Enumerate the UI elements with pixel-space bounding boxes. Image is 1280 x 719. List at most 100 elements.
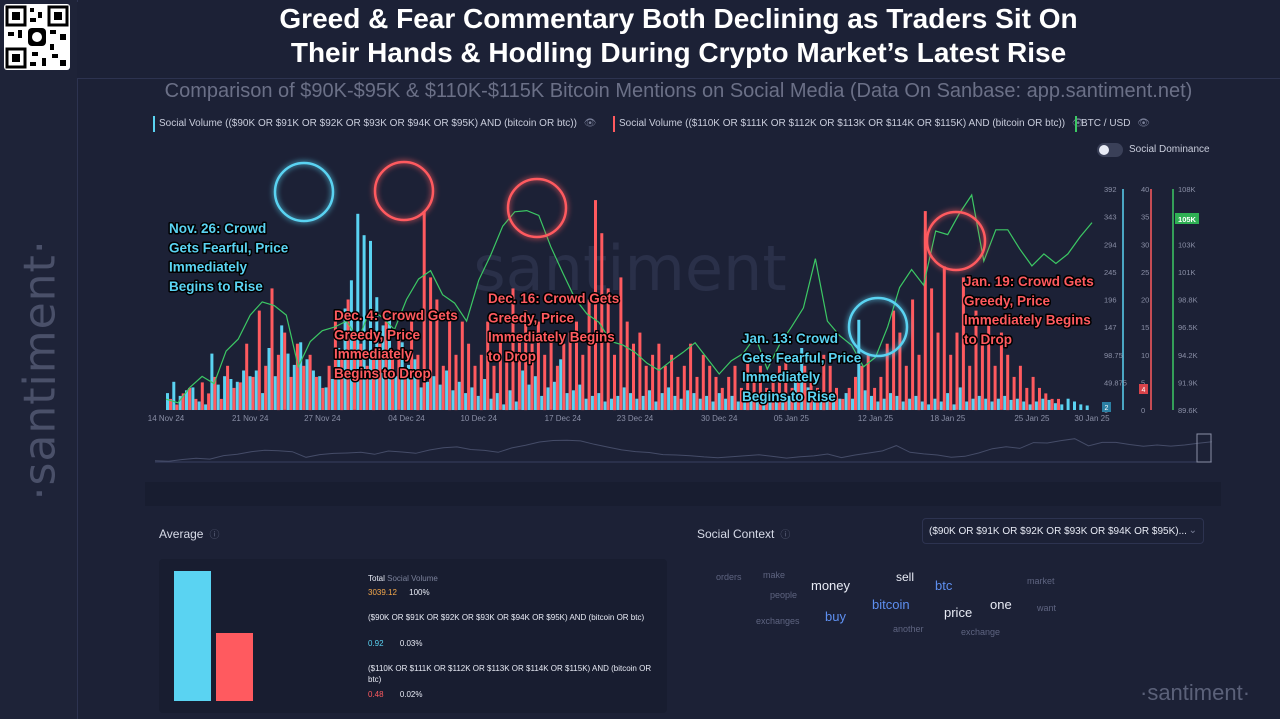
red-bar [295, 343, 299, 410]
axis-blue-current: 2 [1105, 405, 1109, 412]
red-bar [486, 321, 490, 410]
blue-bar [337, 348, 341, 410]
word-cloud-word[interactable]: want [1037, 603, 1057, 613]
axis-blue-tick: 392 [1104, 185, 1117, 194]
red-bar [809, 376, 813, 410]
blue-bar [724, 398, 728, 410]
blue-bar [470, 387, 474, 410]
red-bar [1044, 393, 1048, 410]
legend-item-blue[interactable]: Social Volume (($90K OR $91K OR $92K OR … [153, 116, 597, 132]
info-icon[interactable]: ⓘ [209, 530, 220, 541]
red-bar [904, 365, 908, 410]
word-cloud-word[interactable]: btc [935, 578, 953, 593]
red-bar [524, 310, 528, 411]
eye-icon[interactable]: 👁 [1137, 118, 1150, 129]
blue-bar [781, 398, 785, 410]
word-cloud-word[interactable]: make [763, 570, 786, 580]
red-bar [727, 376, 731, 410]
annotation-line: Immediately [334, 347, 413, 362]
red-bar [606, 288, 610, 410]
word-cloud-word[interactable]: bitcoin [872, 597, 910, 612]
red-bar [923, 211, 927, 410]
blue-bar [489, 398, 493, 410]
blue-bar [1015, 398, 1019, 410]
red-bar [828, 365, 832, 410]
total-values: 3039.12 100% [368, 587, 430, 598]
blue-bar [464, 393, 468, 410]
eye-icon[interactable]: 👁 [1071, 118, 1085, 129]
blue-bar [736, 401, 740, 410]
red-bar [219, 398, 223, 410]
blue-bar [863, 390, 867, 410]
info-icon[interactable]: ⓘ [780, 530, 791, 541]
blue-bar [958, 387, 962, 410]
qr-code-icon [4, 4, 70, 70]
word-cloud-word[interactable]: buy [825, 609, 846, 624]
red-bar [238, 382, 242, 410]
red-bar [632, 343, 635, 410]
social-context-title-text: Social Context [697, 527, 775, 541]
subtitle: Comparison of $90K-$95K & $110K-$115K Bi… [164, 80, 1193, 102]
red-bar [492, 365, 496, 410]
x-tick-label: 14 Nov 24 [148, 414, 185, 423]
word-cloud-word[interactable]: one [990, 597, 1012, 612]
legend-label: BTC / USD [1081, 118, 1131, 129]
axis-green-tick: 89.6K [1178, 406, 1198, 415]
blue-bar [584, 398, 588, 410]
word-cloud-word[interactable]: orders [716, 572, 742, 582]
annotation-line: Immediately [169, 260, 248, 275]
word-cloud-word[interactable]: another [893, 624, 924, 634]
blue-bar [901, 401, 905, 410]
blue-bar [559, 359, 563, 410]
blue-bar [920, 401, 924, 410]
highlight-circle-3 [506, 177, 568, 239]
red-bar [625, 321, 629, 410]
blue-bar [844, 393, 848, 410]
red-bar [784, 354, 788, 411]
item-blue-value: 0.92 [368, 639, 384, 648]
social-dominance-toggle[interactable] [1097, 143, 1123, 157]
btc-price-line [165, 193, 1093, 404]
average-title: Average ⓘ [159, 526, 219, 541]
blue-bar [1041, 398, 1045, 410]
blue-bar [362, 235, 366, 410]
red-bar [777, 365, 781, 410]
social-dominance-label: Social Dominance [1129, 144, 1210, 155]
red-bar [847, 387, 851, 410]
blue-bar [311, 370, 315, 410]
word-cloud-word[interactable]: market [1027, 576, 1055, 586]
blue-bar [343, 308, 347, 410]
social-context-dropdown[interactable]: ($90K OR $91K OR $92K OR $93K OR $94K OR… [922, 518, 1204, 544]
eye-icon[interactable]: 👁 [583, 118, 597, 129]
x-tick-label: 04 Dec 24 [388, 414, 425, 423]
word-cloud-word[interactable]: sell [896, 570, 915, 584]
legend-item-green[interactable]: BTC / USD 👁 [1075, 116, 1150, 132]
blue-bar [483, 379, 487, 410]
headline-line-1: Greed & Fear Commentary Both Declining a… [279, 3, 1078, 34]
red-bar [739, 387, 743, 410]
blue-bar [927, 404, 931, 410]
red-bar [613, 354, 616, 411]
x-tick-label: 21 Nov 24 [232, 414, 269, 423]
legend-item-red[interactable]: Social Volume (($110K OR $111K OR $112K … [613, 116, 1085, 132]
red-bar [270, 288, 274, 410]
word-cloud-word[interactable]: people [770, 590, 798, 600]
blue-bar [660, 393, 664, 410]
chart-scroll-area [145, 482, 1221, 506]
word-cloud-word[interactable]: money [811, 578, 851, 593]
axis-red-tick: 5 [1141, 378, 1145, 387]
word-cloud-word[interactable]: exchange [961, 627, 1001, 637]
blue-bar [1066, 398, 1070, 410]
word-cloud-word[interactable]: exchanges [756, 616, 800, 626]
blue-bar [546, 387, 550, 410]
red-bar [746, 354, 750, 411]
word-cloud-word[interactable]: price [944, 605, 973, 620]
average-bar-blue [174, 571, 211, 701]
red-bar [511, 288, 515, 410]
blue-bar [197, 401, 201, 410]
santiment-watermark: ·santiment· [1140, 680, 1251, 705]
blue-bar [330, 379, 334, 410]
red-bar [835, 387, 838, 410]
total-value: 3039.12 [368, 588, 397, 597]
